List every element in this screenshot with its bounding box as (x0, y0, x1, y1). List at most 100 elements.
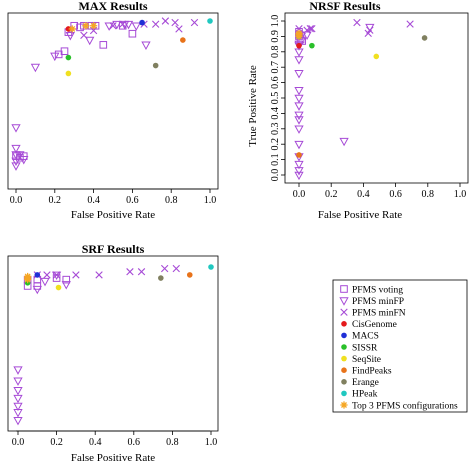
y-tick-label: 0.3 (270, 123, 281, 136)
pfms-minfn-point (353, 18, 361, 27)
x-tick-label: 0.6 (389, 189, 402, 200)
nrsf-y-ticks: 0.0 0.1 0.2 0.3 0.4 0.5 0.6 0.7 0.8 0.9 1.0 (270, 15, 286, 181)
pfms-minfp-point (294, 116, 304, 125)
srf-x-ticks: 0.0 0.2 0.4 0.6 0.8 1.0 (12, 431, 218, 448)
top-3-pfms-configurations-point (295, 32, 303, 40)
pfms-minfp-point (13, 366, 23, 375)
max-x-ticks: 0.0 0.2 0.4 0.6 0.8 1.0 (10, 189, 216, 206)
seqsite-point (373, 53, 380, 60)
findpeaks-legend-marker (341, 367, 347, 374)
pfms-voting-legend-marker (340, 285, 348, 293)
pfms-minfp-point (15, 151, 25, 160)
x-tick-label: 0.0 (12, 437, 25, 448)
x-tick-label: 1.0 (454, 189, 467, 200)
nrsf-title: NRSF Results (309, 0, 381, 13)
pfms-minfn-point (171, 18, 179, 27)
macs-legend-marker (341, 332, 347, 339)
sissr-point (65, 54, 72, 61)
hpeak-point (207, 18, 213, 24)
x-tick-label: 0.2 (49, 195, 62, 206)
x-tick-label: 0.0 (293, 189, 306, 200)
pfms-minfn-point (137, 268, 146, 276)
pfms-minfn-point (175, 25, 183, 33)
nrsf-results-panel: NRSF Results 0.0 0.2 0.4 0.6 0.8 1.0 0.00.10.… (247, 0, 469, 221)
pfms-minfn-point (190, 18, 199, 27)
macs-point (139, 19, 145, 26)
x-tick-label: 0.0 (10, 195, 23, 206)
x-tick-label: 0.4 (357, 189, 370, 200)
max-plot-frame (7, 12, 219, 190)
pfms-minfp-point (141, 41, 151, 50)
pfms-voting-point (62, 275, 71, 284)
cisgenome-point (296, 42, 302, 49)
pfms-minfn-point (161, 17, 170, 25)
pfms-minfp-point (294, 140, 304, 150)
nrsf-points (294, 18, 428, 181)
pfms-minfp-point (13, 409, 23, 418)
nrsf-x-ticks: 0.0 0.2 0.4 0.6 0.8 1.0 (293, 183, 467, 200)
pfms-minfp-point (19, 156, 29, 165)
sissr-legend-marker (341, 344, 347, 350)
pfms-minfp-legend-marker (339, 297, 349, 306)
legend-box (332, 279, 468, 413)
pfms-minfn-point (126, 268, 134, 276)
pfms-minfp-point (65, 32, 75, 41)
pfms-minfn-point (160, 264, 169, 273)
legend-label-macs: MACS (352, 332, 379, 342)
legend-label-sissr: SISSR (352, 343, 378, 353)
pfms-voting-point (99, 41, 108, 49)
x-tick-label: 0.6 (126, 195, 139, 206)
max-title: MAX Results (79, 0, 148, 13)
pfms-minfp-point (131, 22, 141, 31)
pfms-minfn-point (52, 271, 61, 279)
y-tick-label: 0.4 (270, 107, 281, 120)
cisgenome-point (65, 26, 72, 32)
pfms-minfn-point (406, 20, 414, 28)
top-3-pfms-configurations-point (82, 22, 90, 30)
srf-x-label: False Positive Rate (71, 452, 155, 464)
pfms-minfn-point (95, 271, 103, 279)
legend-items: PFMS voting PFMS minFP PFMS minFNCisGenome… (339, 285, 458, 411)
max-results-panel: MAX Results 0.0 0.2 0.4 0.6 0.8 1.0 False Pos… (7, 0, 219, 221)
pfms-minfp-point (13, 416, 23, 426)
pfms-voting-point (128, 29, 137, 38)
erange-legend-marker (341, 379, 347, 385)
pfms-minfp-point (13, 377, 23, 386)
pfms-minfn-point (80, 31, 88, 39)
pfms-minfn-point (109, 22, 117, 30)
y-tick-label: 0.8 (270, 46, 281, 59)
pfms-minfp-point (11, 144, 21, 154)
legend-label-erange: Erange (352, 378, 379, 388)
legend-label-hpeak: HPeak (352, 390, 378, 400)
x-tick-label: 0.8 (166, 437, 179, 448)
pfms-minfn-point (172, 264, 180, 273)
pfms-minfp-point (294, 94, 304, 104)
pfms-minfn-point (43, 271, 51, 279)
pfms-minfp-point (13, 394, 23, 404)
legend-label-pfms-voting: PFMS voting (352, 285, 403, 295)
x-tick-label: 1.0 (205, 437, 218, 448)
srf-points (13, 264, 214, 426)
hpeak-point (208, 264, 214, 270)
pfms-minfp-point (294, 125, 304, 134)
pfms-minfp-point (104, 22, 114, 31)
x-tick-label: 0.8 (165, 195, 178, 206)
x-tick-label: 0.2 (50, 437, 63, 448)
pfms-minfp-point (30, 63, 41, 73)
pfms-minfp-point (123, 20, 134, 30)
pfms-minfp-point (294, 102, 304, 111)
srf-title: SRF Results (82, 242, 145, 256)
pfms-minfn-point (366, 26, 374, 34)
seqsite-legend-marker (341, 355, 347, 362)
legend-label-pfms-minfn: PFMS minFN (352, 309, 406, 319)
y-tick-label: 0.7 (270, 61, 281, 74)
legend-label-pfms-minfp: PFMS minFP (352, 297, 404, 307)
erange-point (158, 275, 164, 281)
y-tick-label: 0.6 (270, 76, 281, 89)
top-3-pfms-configurations-point (24, 276, 32, 284)
pfms-minfp-point (339, 137, 349, 147)
top-3-pfms-configurations-legend-marker (340, 401, 348, 409)
pfms-minfp-point (294, 70, 304, 79)
pfms-minfp-point (294, 56, 304, 65)
sissr-point (309, 42, 315, 49)
